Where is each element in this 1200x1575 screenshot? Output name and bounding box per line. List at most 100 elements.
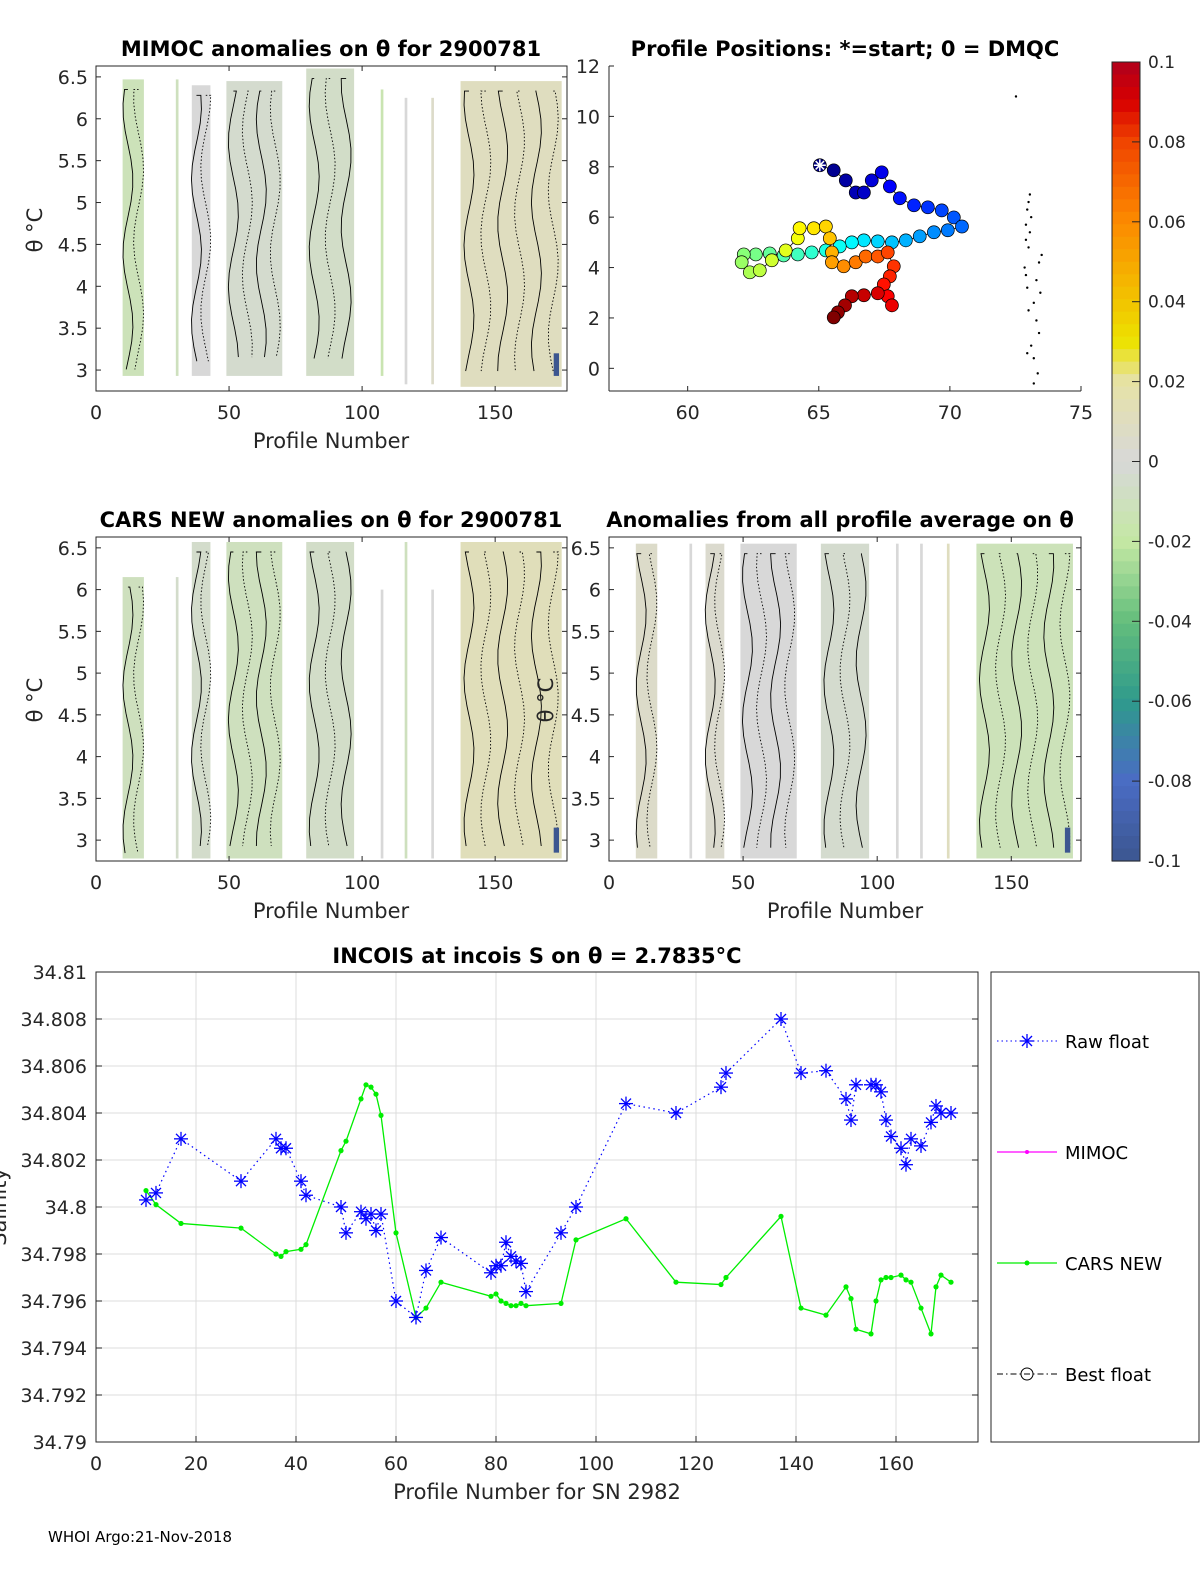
x-tick-label: 120 — [678, 1453, 714, 1475]
raw-float-point — [299, 1188, 313, 1203]
axes-box — [608, 536, 1082, 862]
cars-new-point — [778, 1213, 784, 1219]
colorbar-swatch — [1112, 498, 1140, 513]
cars-new-point — [623, 1216, 629, 1222]
anomaly-column — [191, 542, 211, 859]
cars-new-point — [393, 1230, 399, 1236]
y-tick-label: 4 — [588, 258, 600, 280]
asterisk-stroke — [510, 1255, 522, 1267]
x-tick-label: 0 — [90, 402, 102, 424]
x-tick-label: 20 — [184, 1453, 208, 1475]
average-ylabel: θ °C — [534, 678, 558, 723]
y-tick-label: 4 — [76, 747, 88, 769]
contour-line — [255, 90, 267, 358]
asterisk-stroke — [495, 1260, 507, 1272]
contour-line — [308, 78, 320, 359]
colorbar-swatch — [1112, 523, 1140, 538]
anomaly-column — [820, 543, 870, 859]
raw-float-point — [369, 1223, 383, 1238]
y-tick-label: 3 — [589, 830, 601, 852]
raw-float-point — [839, 1091, 853, 1106]
colorbar-swatch — [1112, 761, 1140, 775]
anomaly-column — [460, 542, 562, 859]
asterisk-stroke — [150, 1187, 162, 1199]
salinity-line-chart: 0 20 40 60 80 100 120 140 160 34.79 34.792 34.794 34… — [21, 962, 979, 1475]
contour-line — [514, 90, 525, 372]
cars-new-point — [948, 1279, 954, 1285]
x-tick-label: 50 — [731, 872, 755, 894]
contour-line — [340, 78, 352, 359]
cars-new-point — [438, 1279, 444, 1285]
colorbar: 0.1 0.08 0.06 0.04 0.02 0 -0.02 -0.04 -0.06 -0.08… — [1111, 53, 1192, 872]
raw-float-point — [434, 1230, 448, 1245]
raw-float-point — [279, 1141, 293, 1156]
cars-new-point — [238, 1225, 244, 1231]
anomaly-column — [553, 827, 560, 853]
y-tick-label: 5.5 — [571, 621, 601, 643]
cars-new-point — [843, 1284, 849, 1290]
anomaly-column — [976, 543, 1073, 859]
cars-new-point — [363, 1082, 369, 1088]
profile-position-point — [844, 235, 859, 250]
colorbar-swatch — [1112, 461, 1140, 475]
raw-float-point — [879, 1113, 893, 1128]
axes-box — [95, 65, 568, 392]
contour-line — [646, 553, 658, 848]
contour-line — [530, 90, 542, 372]
y-tick-label: 6.5 — [58, 538, 88, 560]
raw-float-point — [419, 1263, 433, 1278]
anomaly-column — [431, 97, 434, 385]
raw-float-point — [569, 1200, 583, 1214]
asterisk-stroke — [300, 1189, 312, 1201]
cars-new-point — [508, 1303, 514, 1309]
contour-line — [756, 553, 767, 848]
raw-float-point — [849, 1077, 863, 1092]
colorbar-swatch — [1112, 536, 1140, 550]
profile-positions-panel: 60 65 70 75 0 2 4 6 8 10 12 — [576, 56, 1093, 424]
contour-line — [191, 94, 202, 362]
anomaly-column — [431, 589, 434, 859]
colorbar-swatch — [1112, 686, 1140, 700]
cars-new-point — [903, 1277, 909, 1283]
colorbar-tick-label: -0.08 — [1148, 772, 1192, 792]
asterisk-stroke — [820, 1065, 832, 1077]
profile-position-point — [825, 255, 839, 270]
anomaly-column — [380, 89, 384, 376]
x-tick-label: 150 — [993, 872, 1029, 894]
y-tick-label: 4.5 — [58, 234, 88, 256]
anomaly-column — [380, 589, 384, 859]
legend-item-mimoc: MIMOC — [997, 1143, 1128, 1164]
y-tick-label: 34.798 — [21, 1244, 87, 1266]
contour-line — [324, 78, 336, 359]
contour-line — [547, 90, 559, 372]
asterisk-stroke — [775, 1013, 787, 1025]
profile-position-point — [826, 310, 841, 325]
asterisk-stroke — [555, 1227, 567, 1239]
colorbar-swatch — [1112, 374, 1140, 388]
other-position-dot — [1024, 273, 1028, 277]
y-tick-label: 4.5 — [571, 705, 601, 727]
profile-position-point — [836, 259, 851, 274]
colorbar-swatch — [1112, 124, 1140, 138]
mimoc-ylabel: θ °C — [23, 208, 47, 253]
asterisk-stroke — [485, 1267, 497, 1279]
cars-new-point — [338, 1148, 344, 1154]
colorbar-tick-label: 0 — [1148, 453, 1159, 473]
colorbar-tick-label: -0.1 — [1148, 852, 1181, 872]
y-tick-label: 6 — [589, 580, 601, 602]
svg-text:CARS NEW: CARS NEW — [1065, 1254, 1162, 1275]
raw-float-point — [794, 1066, 808, 1081]
contour-line — [340, 551, 352, 847]
contour-line — [770, 553, 782, 848]
mimoc-panel-title: MIMOC anomalies on θ for 2900781 — [121, 37, 541, 61]
cars-new-point — [503, 1300, 509, 1306]
contour-line — [463, 90, 475, 372]
contour-line — [1059, 553, 1071, 848]
profile-position-point — [778, 243, 793, 258]
legend-item-cars-new: CARS NEW — [997, 1254, 1162, 1275]
asterisk-stroke — [935, 1107, 947, 1119]
contour-line — [227, 551, 239, 847]
cars-new-point — [143, 1187, 149, 1194]
contour-line — [1027, 553, 1039, 848]
raw-float-point — [554, 1225, 568, 1240]
